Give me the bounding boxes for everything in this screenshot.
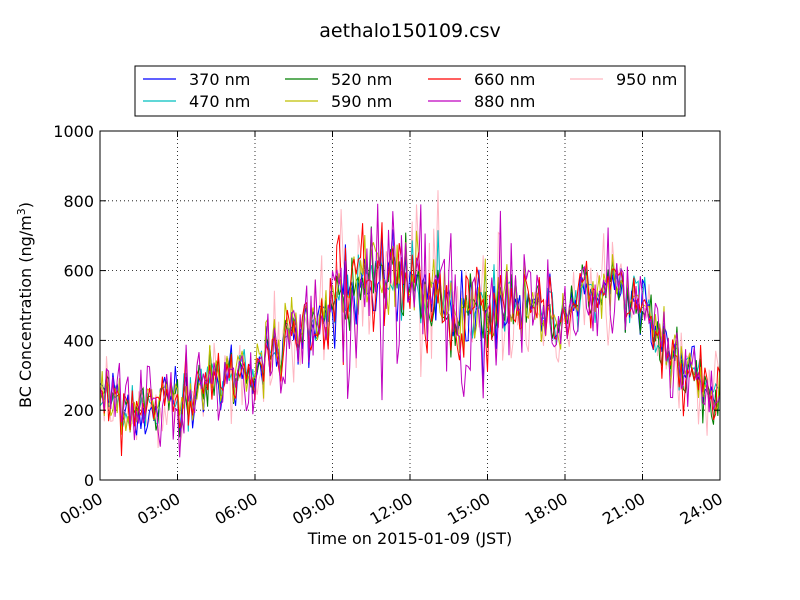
x-tick-label: 12:00 [367,489,416,529]
y-axis-label-superscript: 3 [15,208,28,215]
x-tick-label: 21:00 [599,489,648,529]
y-axis-label-main: BC Concentration (ng/m [16,215,35,408]
x-tick-label: 00:00 [57,489,106,529]
legend-label: 590 nm [331,92,392,111]
legend-box [134,65,686,117]
series-line-950-nm [99,190,721,450]
series-line-880-nm [99,203,721,458]
y-axis: 0 200 400 600 800 1000 [53,122,720,490]
x-tick-label: 18:00 [522,489,571,529]
x-tick-label: 03:00 [134,489,183,529]
legend-label: 370 nm [189,70,250,89]
x-axis-label: Time on 2015-01-09 (JST) [307,529,512,548]
legend-label: 660 nm [474,70,535,89]
y-tick-label: 600 [63,262,94,281]
y-tick-label: 0 [84,471,94,490]
x-tick-label: 09:00 [289,489,338,529]
y-tick-label: 400 [63,331,94,350]
x-tick-label: 24:00 [677,489,726,529]
legend-label: 520 nm [331,70,392,89]
chart-title: aethalo150109.csv [319,20,501,42]
y-tick-label: 800 [63,192,94,211]
y-axis-label-close: ) [16,202,35,208]
legend-label: 880 nm [474,92,535,111]
x-tick-label: 06:00 [212,489,261,529]
legend-label: 470 nm [189,92,250,111]
series-lines [99,190,721,458]
y-tick-label: 200 [63,401,94,420]
series-line-520-nm [99,226,721,438]
x-tick-label: 15:00 [444,489,493,529]
y-axis-label: BC Concentration (ng/m3) [15,202,35,408]
legend: 370 nm 470 nm 520 nm 590 nm 660 nm 880 nm 950 … [134,65,686,117]
legend-label: 950 nm [616,70,677,89]
y-tick-label: 1000 [53,122,94,141]
